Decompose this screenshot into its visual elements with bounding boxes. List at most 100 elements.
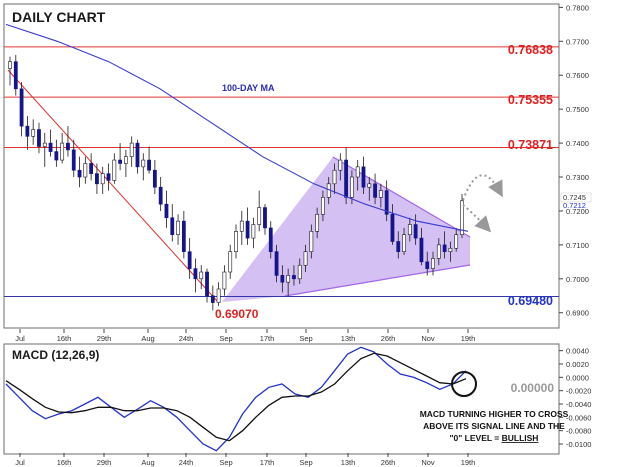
downtrend-line	[7, 69, 219, 303]
macd-annotation-line3a: "0" LEVEL =	[450, 433, 502, 443]
candle-body-54	[321, 197, 325, 215]
macd-annotation-line1: MACD TURNING HIGHER TO CROSS	[420, 409, 569, 419]
candle-body-65	[384, 190, 389, 215]
price-ytick-label-2: 0.7100	[566, 241, 589, 250]
candle-body-63	[373, 183, 377, 198]
candle-body-19	[118, 159, 122, 164]
candle-body-24	[147, 159, 151, 171]
price-ytick-label-5: 0.7400	[566, 139, 589, 148]
candle-body-27	[164, 203, 169, 219]
macd-xtick-label-1: 16th	[57, 458, 72, 467]
macd-xtick-label-11: 19th	[461, 458, 476, 467]
candle-body-73	[431, 258, 435, 269]
macd-xtick-label-4: 24th	[179, 458, 194, 467]
macd-xtick-label-0: Jul	[15, 458, 25, 467]
level-label-69480: 0.69480	[508, 294, 553, 308]
macd-xtick-label-10: Nov	[421, 458, 435, 467]
macd-y-axis: 0.0040 0.0020 0.0000 -0.0020 -0.0040 -0.0060 -…	[559, 347, 591, 449]
candle-body-2	[19, 88, 24, 127]
candle-body-59	[350, 176, 354, 198]
macd-x-axis: Jul 16th 29th Aug 24th Sep 17th Sep 13th 26th Nov 1…	[15, 453, 475, 467]
macd-ytick-label-2: 0.0000	[566, 373, 589, 382]
candle-body-5	[37, 129, 41, 147]
candle-body-70	[413, 224, 418, 239]
candle-body-53	[315, 214, 320, 232]
candle-body-22	[135, 142, 140, 168]
candle-body-48	[286, 275, 291, 283]
price-ytick-label-7: 0.7600	[566, 71, 589, 80]
candle-body-29	[176, 220, 180, 236]
macd-series-line-0	[5, 346, 467, 452]
candle-body-56	[332, 169, 337, 185]
candle-body-36	[216, 288, 221, 303]
candle-body-37	[222, 271, 227, 290]
candle-body-7	[48, 142, 53, 152]
last-price-label-1: 0.7245	[563, 193, 586, 202]
level-label-73871: 0.73871	[508, 138, 553, 152]
candle-body-43	[257, 207, 262, 225]
candle-body-34	[205, 271, 209, 297]
level-label-75355: 0.75355	[508, 93, 553, 107]
price-xtick-label-11: 19th	[461, 334, 476, 343]
candle-body-9	[60, 142, 65, 161]
candle-body-18	[112, 159, 117, 181]
price-xtick-label-9: 26th	[381, 334, 396, 343]
price-x-axis: Jul 16th 29th Aug 24th Sep 17th Sep 13th 26th Nov 1…	[15, 329, 475, 343]
candle-body-33	[199, 271, 204, 280]
macd-xtick-label-8: 13th	[341, 458, 356, 467]
candle-body-25	[152, 169, 157, 188]
candle-body-52	[309, 231, 314, 252]
candle-body-62	[367, 183, 372, 188]
last-price-label-2: 0.7212	[563, 201, 586, 210]
candle-body-67	[396, 241, 401, 252]
ma-label: 100-DAY MA	[222, 83, 275, 93]
bearish-forecast-arrow	[462, 204, 492, 233]
macd-panel-frame	[3, 343, 560, 455]
candle-body-71	[419, 237, 424, 263]
macd-series-line-1	[5, 352, 467, 442]
candle-body-40	[239, 220, 244, 232]
macd-ytick-label-4: -0.0040	[566, 400, 591, 409]
candle-body-8	[54, 151, 59, 161]
candle-body-61	[361, 166, 366, 188]
ma-100-day	[5, 23, 469, 232]
price-chart-title: DAILY CHART	[12, 9, 106, 25]
candle-body-57	[338, 159, 343, 171]
price-ytick-label-9: 0.7800	[566, 3, 589, 12]
candle-body-13	[83, 163, 88, 178]
macd-ytick-label-7: -0.0100	[566, 440, 591, 449]
candle-body-69	[407, 224, 412, 236]
macd-annotation: MACD TURNING HIGHER TO CROSS ABOVE ITS S…	[420, 409, 569, 443]
price-xtick-label-4: 24th	[179, 334, 194, 343]
candle-body-51	[303, 251, 308, 266]
candle-body-50	[297, 264, 302, 280]
macd-title: MACD (12,26,9)	[12, 348, 99, 362]
price-candles	[8, 54, 464, 311]
price-ytick-label-4: 0.7300	[566, 173, 589, 182]
macd-ytick-label-0: 0.0040	[566, 347, 589, 356]
candle-body-64	[378, 190, 383, 198]
macd-ytick-label-1: 0.0020	[566, 360, 589, 369]
candle-body-76	[448, 247, 453, 252]
candle-body-1	[13, 61, 18, 90]
candle-body-4	[31, 129, 36, 137]
candle-body-74	[436, 244, 441, 259]
candle-body-60	[355, 166, 360, 178]
candle-body-46	[274, 251, 279, 276]
macd-xtick-label-7: Sep	[299, 458, 312, 467]
macd-ytick-label-3: -0.0020	[566, 387, 591, 396]
candle-body-75	[442, 244, 447, 252]
candle-body-30	[181, 220, 186, 252]
macd-lines	[5, 346, 467, 452]
candle-body-66	[390, 214, 395, 242]
ma-100-day-line	[5, 23, 469, 232]
triangle-support-line	[284, 264, 471, 297]
price-y-axis: 0.6900 0.7000 0.7100 0.7200 0.7300 0.7400 0.75…	[559, 3, 589, 318]
price-ytick-label-8: 0.7700	[566, 37, 589, 46]
candle-body-45	[268, 227, 273, 252]
candle-body-3	[25, 125, 30, 137]
candle-body-17	[106, 173, 111, 181]
candle-body-44	[263, 207, 267, 229]
